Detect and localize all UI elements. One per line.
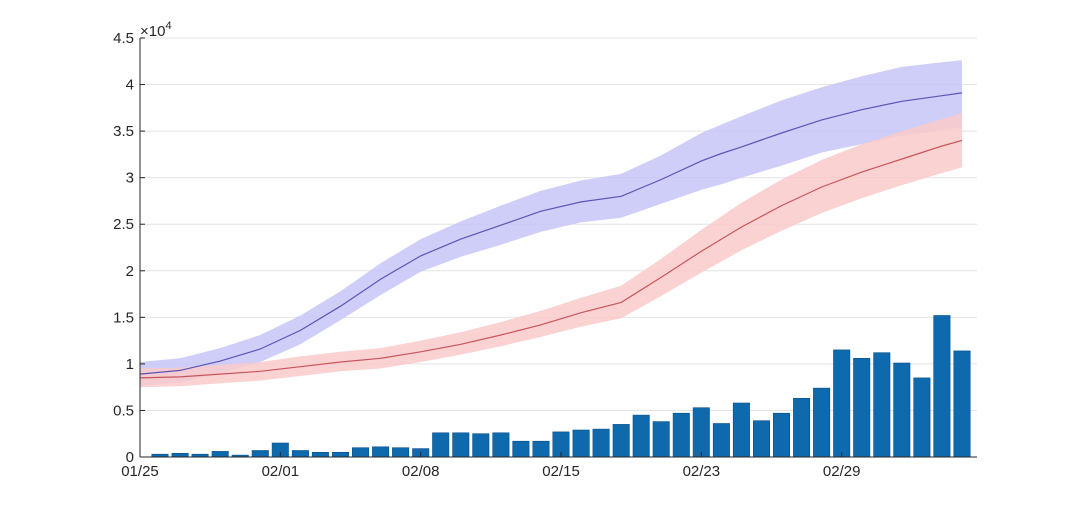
x-tick-label: 02/15 [542,463,580,480]
bar [732,402,750,458]
y-tick-label: 0 [126,449,134,466]
bar [712,423,730,458]
bar [813,387,831,458]
y-tick-label: 4.5 [113,30,134,47]
bar [452,432,470,458]
daily-bars [151,315,971,458]
series-line-blue [139,92,963,375]
bar [953,350,971,458]
bar [251,450,269,458]
y-tick-label: 0.5 [113,402,134,419]
bar [392,447,410,458]
bar [913,377,931,458]
bar [572,429,590,458]
bar [372,446,390,458]
y-tick-label: 1.5 [113,309,134,326]
bar [211,451,229,458]
bar [512,440,530,458]
bar [592,428,610,458]
y-tick-label: 3 [126,170,134,187]
x-tick-label: 01/25 [121,463,159,480]
y-scale-label: ×104 [140,20,172,40]
y-tick-label: 1 [126,356,134,373]
x-tick-label: 02/23 [683,463,721,480]
bar [652,421,670,458]
bar [472,433,490,458]
series-line-red [139,139,963,379]
bar [793,397,811,458]
bar [351,447,369,458]
y-tick-label: 4 [126,77,134,94]
bar [772,412,790,458]
axes: 0 0.5 1 1.5 2 2.5 3 3.5 4 4.5 01/25 02/01 02/08 02/15… [113,30,977,480]
y-tick-label: 2.5 [113,216,134,233]
series-lines [139,92,963,379]
bar [331,451,349,458]
y-tick-label: 3.5 [113,123,134,140]
bar [171,452,189,458]
bar [853,357,871,458]
bar [752,420,770,458]
confidence-band-red [140,113,962,388]
confidence-band-blue [140,60,962,386]
bar [532,440,550,458]
bar [291,450,309,458]
bar [632,414,650,458]
bar [692,407,710,458]
bar [833,349,851,458]
y-tick-label: 2 [126,263,134,280]
bar [432,432,450,458]
bar [612,424,630,458]
x-tick-label: 02/01 [262,463,300,480]
bar [893,362,911,458]
bar [873,352,891,458]
bar [672,412,690,458]
bar [933,315,951,458]
bar [492,432,510,458]
bar [311,451,329,458]
x-tick-label: 02/29 [823,463,861,480]
x-tick-label: 02/08 [402,463,440,480]
